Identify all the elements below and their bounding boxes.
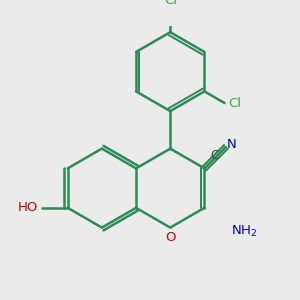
Text: O: O: [165, 231, 175, 244]
Text: Cl: Cl: [228, 97, 241, 110]
Text: NH$_2$: NH$_2$: [231, 224, 257, 239]
Text: C: C: [210, 148, 218, 161]
Text: Cl: Cl: [164, 0, 177, 7]
Text: HO: HO: [18, 201, 38, 214]
Text: N: N: [226, 138, 236, 151]
